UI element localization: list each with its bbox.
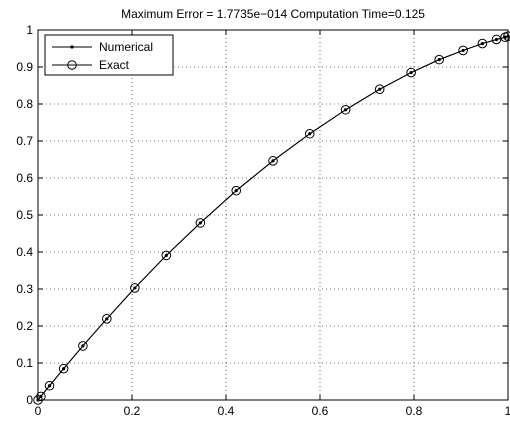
data-point-exact bbox=[44, 380, 55, 391]
chart-title: Maximum Error = 1.7735e−014 Computation … bbox=[121, 7, 425, 21]
y-tick-label: 0.4 bbox=[16, 245, 33, 259]
series-layer bbox=[33, 31, 510, 405]
x-tick-label: 1 bbox=[505, 404, 510, 418]
x-tick-label: 0.8 bbox=[406, 404, 423, 418]
y-tick-label: 0.8 bbox=[16, 97, 33, 111]
data-point-exact bbox=[477, 38, 488, 49]
legend-exact-marker bbox=[67, 60, 77, 70]
data-point-exact bbox=[458, 45, 468, 56]
data-point-exact bbox=[491, 34, 502, 45]
data-point-exact bbox=[374, 84, 385, 95]
y-tick-label: 0 bbox=[26, 393, 33, 407]
y-tick-label: 0.2 bbox=[16, 319, 33, 333]
x-tick-label: 0.2 bbox=[124, 404, 141, 418]
data-point-exact bbox=[161, 250, 172, 261]
x-tick-label: 0.6 bbox=[312, 404, 329, 418]
legend-numerical-marker bbox=[70, 45, 74, 49]
y-tick-label: 1 bbox=[26, 23, 33, 37]
series-line-exact bbox=[37, 35, 509, 401]
data-point-exact bbox=[58, 363, 69, 374]
data-point-exact bbox=[231, 185, 242, 196]
data-point-exact bbox=[340, 104, 351, 115]
data-point-exact bbox=[130, 283, 140, 293]
data-point-exact bbox=[102, 314, 112, 324]
data-point-exact bbox=[78, 341, 88, 351]
y-tick-label: 0.9 bbox=[16, 60, 33, 74]
y-tick-label: 0.5 bbox=[16, 208, 33, 222]
legend-box bbox=[44, 34, 174, 76]
y-tick-label: 0.3 bbox=[16, 282, 33, 296]
legend-numerical-label: Numerical bbox=[99, 40, 153, 54]
y-tick-label: 0.6 bbox=[16, 171, 33, 185]
x-tick-label: 0 bbox=[35, 404, 42, 418]
legend-exact-label: Exact bbox=[99, 58, 130, 72]
data-point-exact bbox=[434, 54, 444, 65]
data-point-exact bbox=[195, 218, 206, 228]
plot-background bbox=[38, 30, 508, 400]
data-point-exact bbox=[406, 67, 416, 78]
y-tick-label: 0.1 bbox=[16, 356, 33, 370]
y-tick-label: 0.7 bbox=[16, 134, 33, 148]
legend: Numerical Exact bbox=[44, 34, 174, 76]
data-point-exact bbox=[36, 391, 46, 402]
data-point-exact bbox=[268, 156, 278, 166]
axis-ticks: 0 0.2 0.4 0.6 0.8 1 0 0.1 0.2 0.3 0.4 0.5 0.6 0.7 0.8 0… bbox=[16, 23, 510, 418]
grid-lines bbox=[38, 30, 508, 400]
data-point-exact bbox=[304, 128, 315, 139]
x-tick-label: 0.4 bbox=[218, 404, 235, 418]
